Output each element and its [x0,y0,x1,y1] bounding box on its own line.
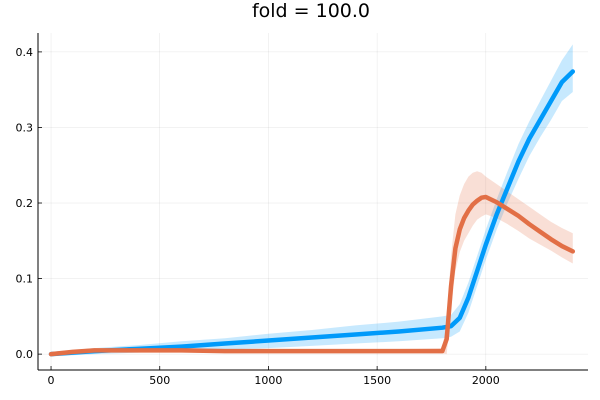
series-lines [48,69,576,357]
y-tick-label: 0.1 [16,273,34,286]
axes [37,33,588,371]
x-tick-label: 2000 [472,374,500,387]
y-tick-label: 0.2 [16,197,34,210]
y-tick-label: 0.3 [16,121,34,134]
x-tick-label: 1500 [363,374,391,387]
series-2-line [48,194,576,357]
x-ticks: 0 500 1000 1500 2000 [48,366,500,387]
chart-title: fold = 100.0 [252,0,370,22]
x-tick-label: 0 [48,374,55,387]
y-tick-label: 0.0 [16,348,34,361]
x-tick-label: 500 [149,374,170,387]
y-ticks: 0.0 0.1 0.2 0.3 0.4 [16,46,42,361]
series-1-line [48,69,576,357]
x-gridlines [50,33,487,370]
x-tick-label: 1000 [254,374,282,387]
y-gridlines [38,51,588,355]
y-tick-label: 0.4 [16,46,34,59]
